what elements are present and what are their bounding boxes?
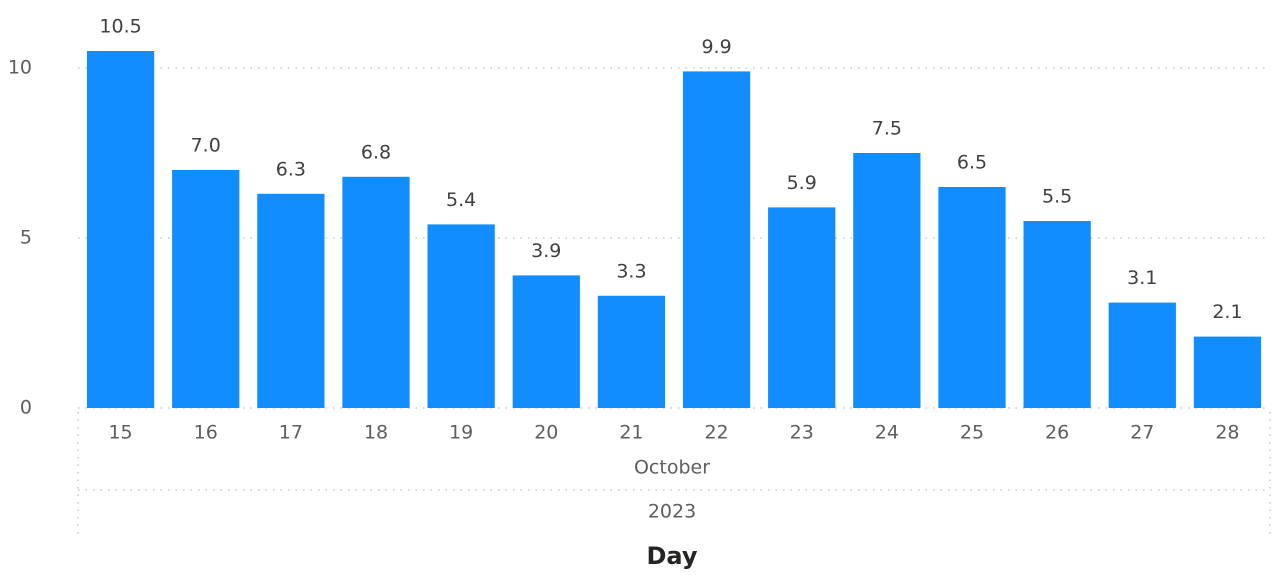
data-label: 7.0 — [191, 135, 221, 157]
bar — [682, 71, 751, 409]
x-tick-label: 17 — [279, 422, 303, 444]
bar — [342, 176, 410, 408]
data-label: 3.1 — [1127, 267, 1157, 289]
bar — [1193, 336, 1262, 408]
bar — [1023, 221, 1091, 408]
x-axis-title: Day — [646, 542, 697, 570]
data-label: 2.1 — [1212, 301, 1242, 323]
x-tick-label: 25 — [960, 422, 984, 444]
year-label: 2023 — [648, 501, 696, 523]
data-label: 5.4 — [446, 189, 476, 211]
data-label: 10.5 — [99, 16, 141, 38]
x-tick-label: 26 — [1045, 422, 1069, 444]
bar — [597, 295, 666, 408]
data-label: 9.9 — [701, 36, 731, 58]
x-tick-label: 21 — [619, 422, 643, 444]
x-tick-label: 28 — [1215, 422, 1239, 444]
data-label: 6.5 — [957, 152, 987, 174]
bar — [938, 187, 1006, 408]
bar — [853, 153, 921, 408]
x-tick-label: 19 — [449, 422, 473, 444]
y-tick-label: 10 — [8, 57, 32, 79]
data-label: 7.5 — [872, 118, 902, 140]
bar — [257, 193, 325, 408]
x-tick-label: 23 — [790, 422, 814, 444]
data-label: 6.8 — [361, 141, 391, 163]
x-tick-label: 22 — [704, 422, 728, 444]
bar — [86, 51, 155, 408]
x-tick-label: 24 — [875, 422, 899, 444]
data-label: 5.9 — [787, 172, 817, 194]
bar — [768, 207, 836, 408]
data-label: 6.3 — [276, 158, 306, 180]
data-label: 3.9 — [531, 240, 561, 262]
y-tick-label: 5 — [20, 227, 32, 249]
bar — [427, 224, 495, 408]
month-label: October — [634, 457, 710, 479]
y-tick-label: 0 — [20, 397, 32, 419]
x-tick-label: 15 — [108, 422, 132, 444]
data-label: 5.5 — [1042, 186, 1072, 208]
bar — [1108, 302, 1176, 408]
x-tick-label: 20 — [534, 422, 558, 444]
x-tick-label: 27 — [1130, 422, 1154, 444]
data-label: 3.3 — [616, 260, 646, 282]
x-tick-label: 16 — [194, 422, 218, 444]
bar — [172, 170, 240, 408]
bar — [512, 275, 580, 408]
x-tick-label: 18 — [364, 422, 388, 444]
